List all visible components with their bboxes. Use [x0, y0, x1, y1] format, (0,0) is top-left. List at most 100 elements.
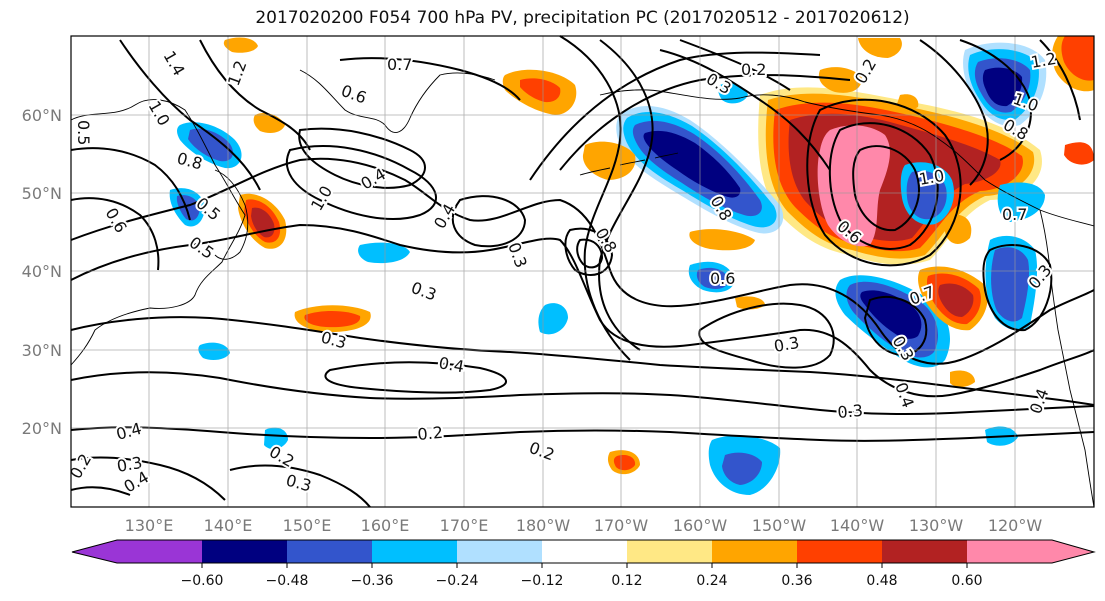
lon-label: 170°W — [594, 516, 649, 535]
negative-region — [997, 182, 1045, 222]
pv-contours — [70, 35, 1095, 508]
negative-region — [722, 452, 762, 485]
positive-region — [1064, 142, 1094, 165]
pv-contour — [70, 147, 191, 221]
map-frame — [70, 35, 1095, 508]
colorbar-ticks — [201, 563, 968, 568]
latitude-labels: 60°N 50°N 40°N 30°N 20°N — [22, 106, 62, 438]
pv-contour — [119, 39, 261, 191]
pv-contour — [863, 295, 928, 357]
colorbar-segment — [712, 540, 797, 563]
contour-label: 0.2 — [741, 60, 766, 79]
colorbar: −0.60 −0.48 −0.36 −0.24 −0.12 0.12 0.24 … — [71, 539, 1096, 589]
colorbar-segment — [882, 540, 967, 563]
lat-label: 40°N — [22, 262, 62, 281]
pv-contour — [70, 197, 160, 271]
pv-contour — [229, 464, 371, 508]
coastline-aleutians — [579, 152, 679, 176]
pv-contour — [199, 39, 311, 151]
lon-label: 140°E — [204, 516, 253, 535]
lon-label: 160°E — [361, 516, 410, 535]
colorbar-label: −0.48 — [266, 573, 309, 589]
positive-region — [1061, 36, 1094, 81]
colorbar-segment — [797, 540, 882, 563]
negative-region — [198, 342, 230, 361]
colorbar-segment — [372, 540, 457, 563]
lon-label: 130°E — [125, 516, 174, 535]
negative-region — [358, 242, 410, 264]
negative-region — [264, 427, 288, 450]
colorbar-label: −0.12 — [521, 573, 564, 589]
pv-contour — [559, 35, 631, 361]
positive-region — [689, 229, 755, 251]
positive-region — [223, 37, 258, 53]
contour-label: 0.7 — [387, 55, 412, 74]
positive-region — [950, 370, 975, 388]
pv-contour — [70, 426, 1095, 442]
colorbar-segment — [967, 540, 1094, 563]
graticule — [71, 36, 1094, 507]
negative-region — [643, 130, 741, 198]
positive-region — [858, 38, 902, 58]
negative-region — [538, 303, 568, 335]
pv-contour — [982, 244, 1053, 332]
positive-region — [582, 141, 636, 180]
pv-contour — [919, 39, 989, 186]
contour-label: 0.3 — [837, 401, 864, 422]
coastline-japan — [214, 169, 249, 260]
pv-contour — [959, 39, 1032, 161]
pv-contour — [529, 51, 821, 181]
lon-label: 150°W — [752, 516, 807, 535]
pv-contour — [576, 238, 604, 269]
pv-contour — [852, 145, 920, 232]
lon-label: 130°W — [909, 516, 964, 535]
colorbar-segment — [627, 540, 712, 563]
contour-label: 0.4 — [437, 353, 465, 376]
positive-region — [613, 455, 636, 471]
colorbar-label: −0.24 — [436, 573, 479, 589]
contour-label: 0.2 — [417, 423, 444, 444]
contour-label: 0.7 — [1002, 205, 1027, 224]
pv-contour — [598, 39, 654, 351]
negative-region — [696, 267, 729, 289]
pv-contour — [70, 316, 1095, 406]
pv-contour — [70, 371, 1095, 416]
coastlines — [70, 69, 1095, 508]
colorbar-label: 0.24 — [696, 573, 727, 589]
lat-label: 20°N — [22, 419, 62, 438]
colorbar-label: 0.60 — [951, 573, 982, 589]
positive-region — [944, 214, 972, 244]
negative-region — [982, 67, 1023, 107]
contour-label: 0.6 — [710, 269, 735, 288]
map-title: 2017020200 F054 700 hPa PV, precipitatio… — [255, 8, 910, 28]
lon-label: 180°W — [516, 516, 571, 535]
pv-contour — [659, 49, 831, 171]
lon-label: 160°W — [673, 516, 728, 535]
colorbar-label: 0.12 — [611, 573, 642, 589]
colorbar-outline — [71, 539, 1096, 564]
colorbar-label: −0.60 — [181, 573, 224, 589]
pv-contour — [1039, 39, 1081, 121]
pv-contour — [70, 456, 226, 501]
pv-contour — [679, 39, 791, 91]
pv-contour — [806, 98, 962, 267]
contour-label: 0.5 — [74, 120, 93, 145]
pv-contour — [698, 302, 835, 369]
pv-contour — [339, 57, 521, 101]
pv-contour — [70, 486, 131, 496]
longitude-labels: 130°E 140°E 150°E 160°E 170°E 180°W 170°… — [125, 516, 1043, 535]
coastline-alaska — [599, 89, 1095, 227]
colorbar-segment — [72, 540, 202, 563]
negative-region — [188, 128, 234, 162]
lat-label: 30°N — [22, 341, 62, 360]
positive-region — [938, 283, 974, 317]
negative-region — [991, 247, 1030, 322]
pv-contour — [828, 122, 939, 250]
pv-contour — [324, 361, 507, 394]
lat-label: 60°N — [22, 106, 62, 125]
colorbar-label: 0.48 — [866, 573, 897, 589]
lon-label: 170°E — [440, 516, 489, 535]
colorbar-label: 0.36 — [781, 573, 812, 589]
colorbar-segment — [202, 540, 287, 563]
